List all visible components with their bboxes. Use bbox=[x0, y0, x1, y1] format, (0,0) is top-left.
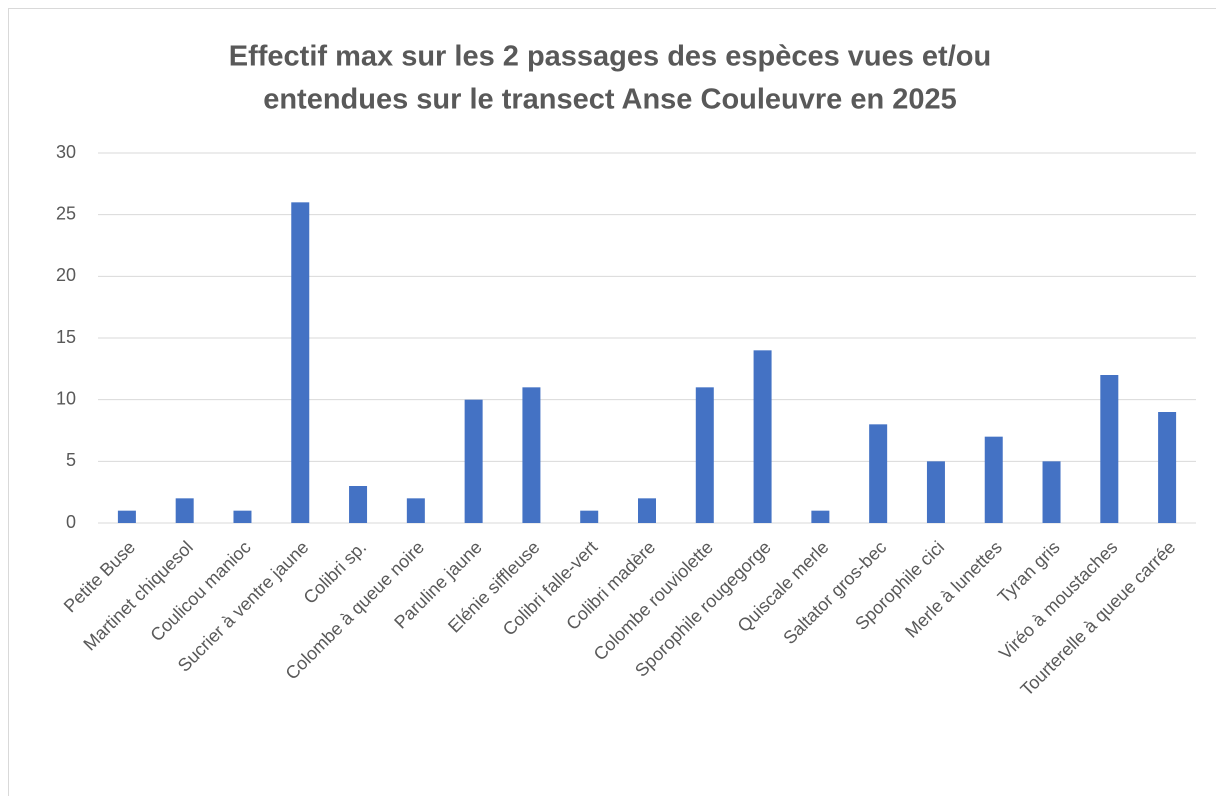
y-tick-label: 30 bbox=[56, 142, 76, 162]
bar bbox=[522, 387, 541, 523]
y-tick-label: 0 bbox=[66, 512, 76, 532]
bar bbox=[1042, 461, 1061, 523]
chart-border bbox=[8, 8, 1216, 796]
y-tick-label: 15 bbox=[56, 327, 76, 347]
bar bbox=[580, 510, 599, 523]
y-tick-label: 5 bbox=[66, 450, 76, 470]
y-tick-label: 25 bbox=[56, 203, 76, 223]
bar bbox=[464, 399, 483, 523]
bar bbox=[695, 387, 714, 523]
y-tick-label: 10 bbox=[56, 388, 76, 408]
bar bbox=[869, 424, 888, 523]
bar bbox=[175, 498, 194, 523]
bar bbox=[117, 510, 136, 523]
chart-title: Effectif max sur les 2 passages des espè… bbox=[229, 41, 991, 73]
chart-title: entendues sur le transect Anse Couleuvre… bbox=[263, 84, 957, 116]
bar bbox=[926, 461, 945, 523]
bar bbox=[984, 436, 1003, 523]
bar bbox=[753, 350, 772, 523]
bar bbox=[638, 498, 656, 523]
bar bbox=[349, 486, 368, 523]
bar bbox=[1100, 375, 1119, 523]
bar bbox=[291, 202, 310, 524]
bar bbox=[233, 510, 252, 523]
y-tick-label: 20 bbox=[56, 265, 76, 285]
bar bbox=[406, 498, 425, 523]
bar bbox=[811, 510, 830, 523]
bar bbox=[1158, 412, 1177, 523]
